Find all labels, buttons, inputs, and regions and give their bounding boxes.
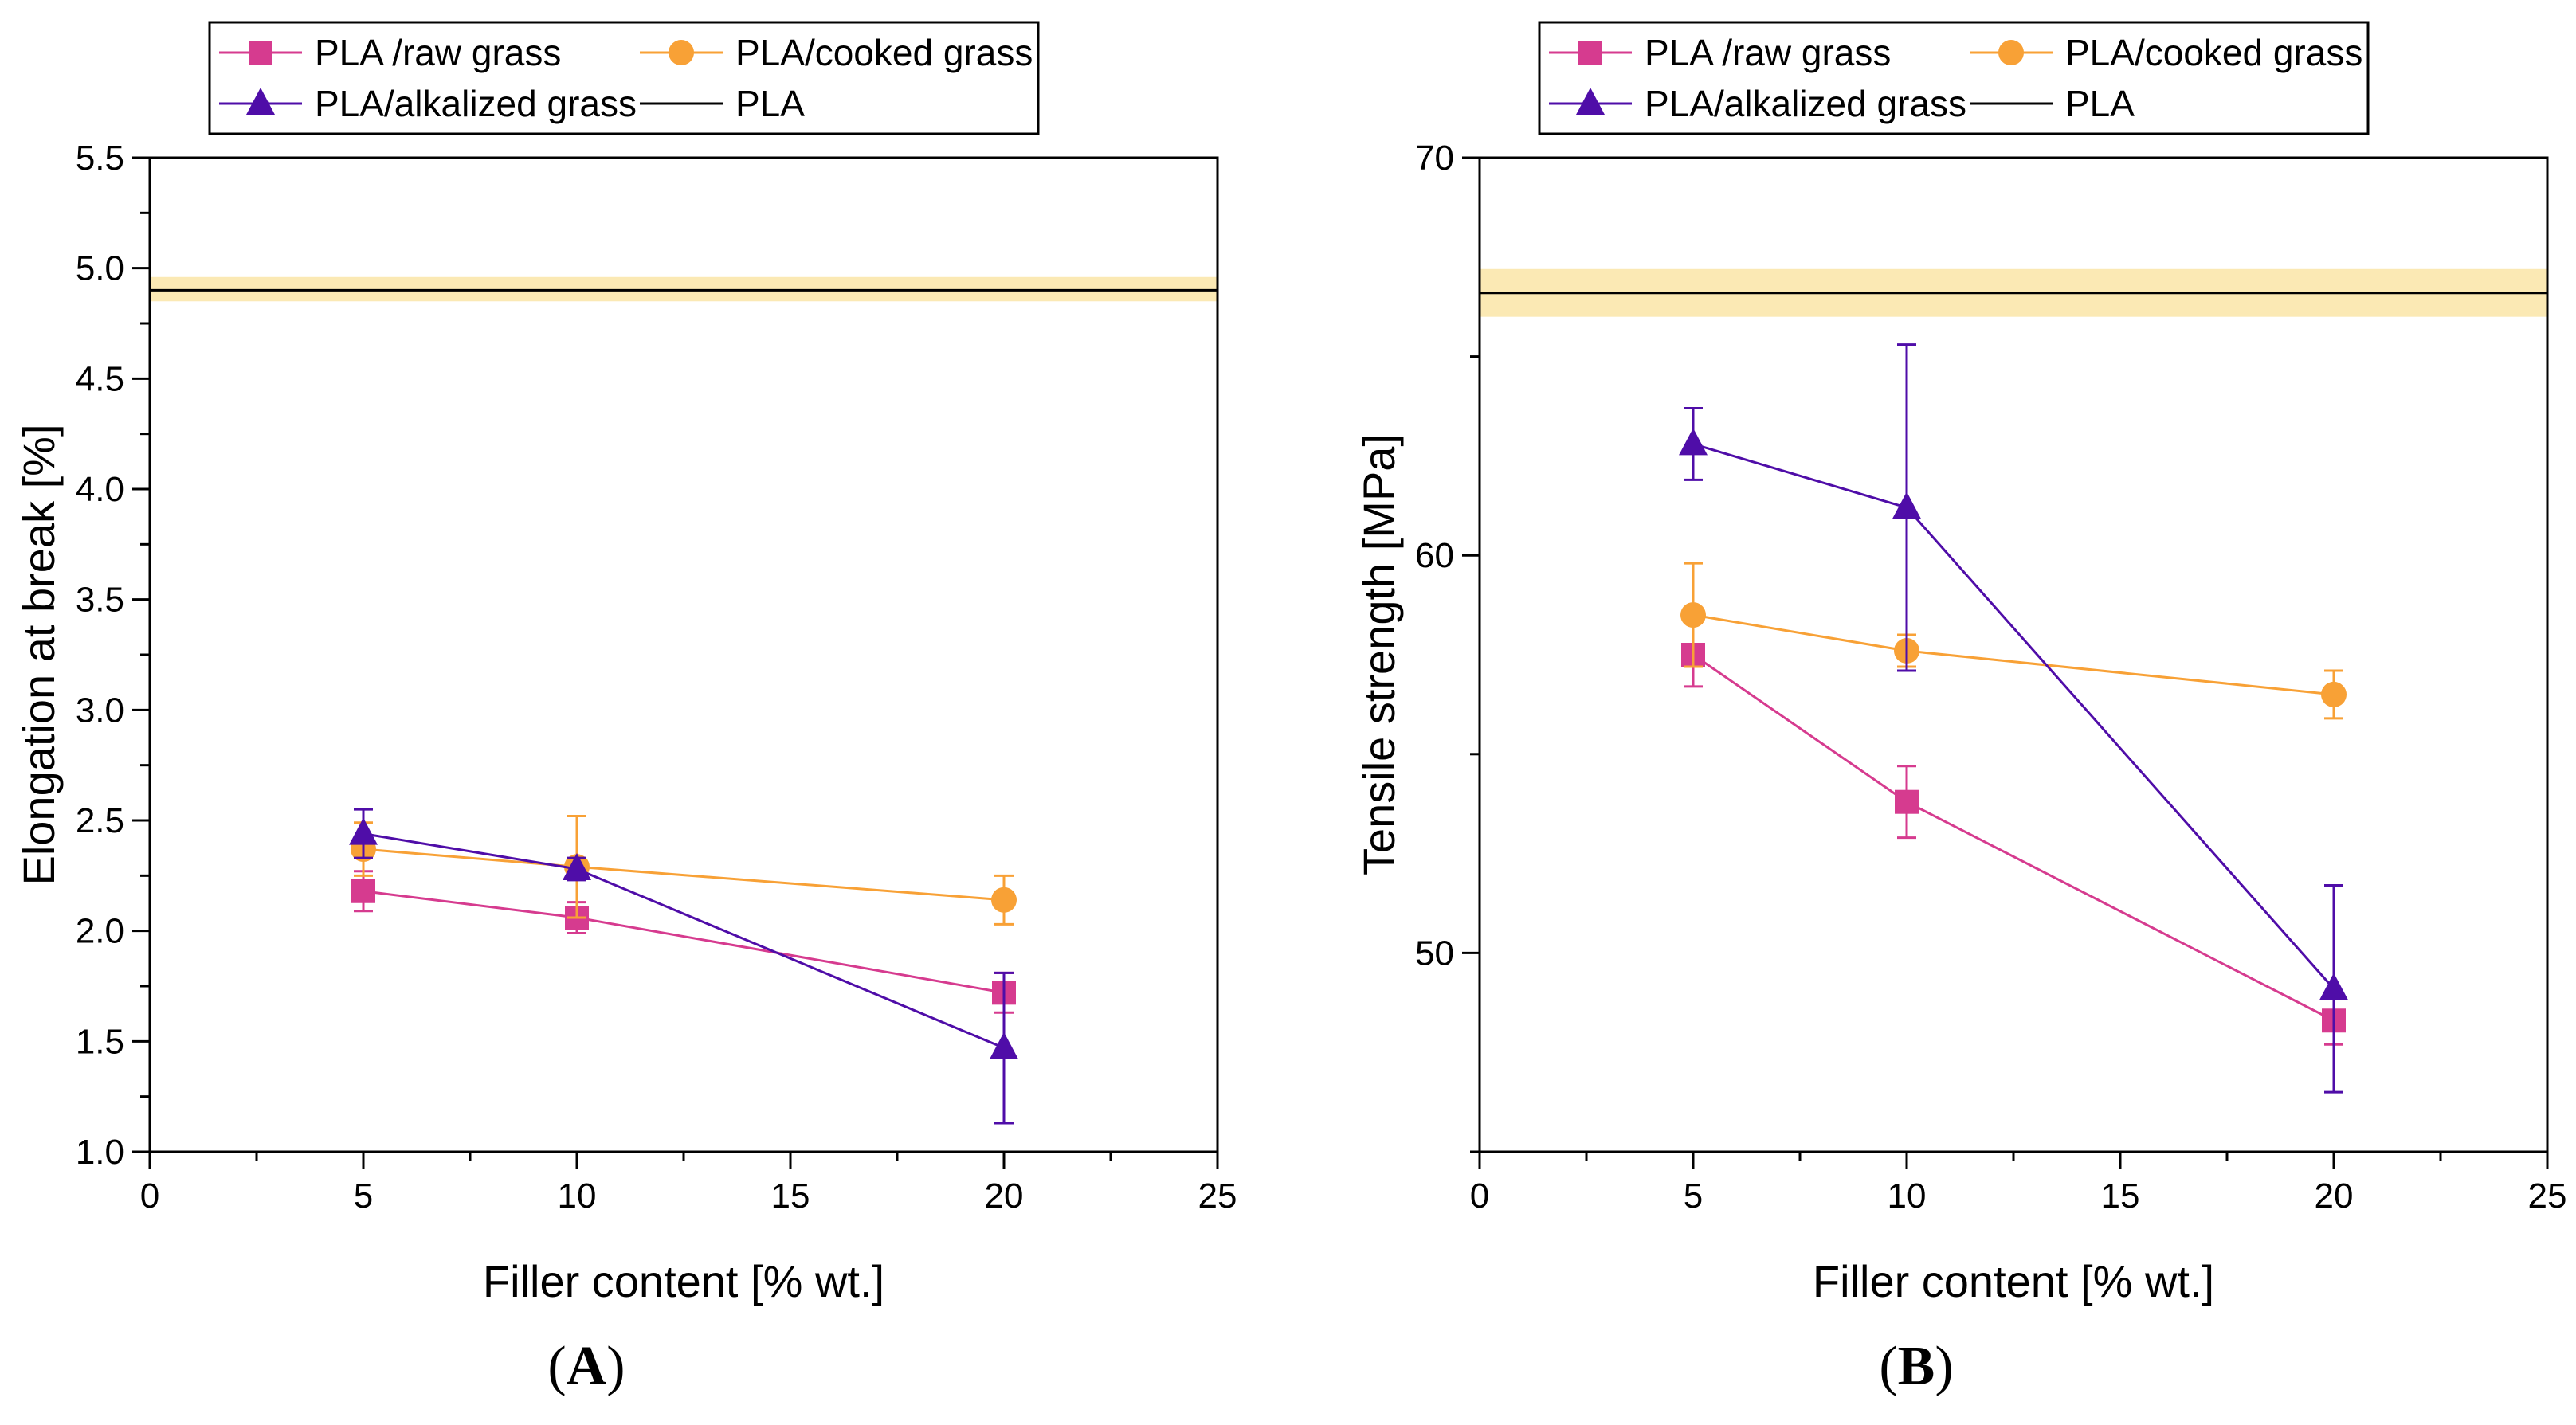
legend-marker — [1576, 88, 1605, 115]
data-point — [2321, 681, 2347, 707]
y-tick-label: 2.0 — [76, 912, 124, 951]
data-point — [563, 853, 591, 881]
legend-label: PLA/alkalized grass — [1645, 83, 1966, 124]
y-tick-label: 4.0 — [76, 470, 124, 509]
panel-label-close: ) — [1935, 1336, 1953, 1397]
series-line — [1692, 442, 2335, 990]
legend-marker — [249, 41, 272, 65]
legend-box — [208, 21, 1040, 135]
x-tick-label: 5 — [354, 1176, 373, 1216]
y-tick-label: 1.0 — [76, 1133, 124, 1172]
legend-label: PLA — [2065, 83, 2135, 124]
chart-panel-a: 0 5 10 15 20 25 1.0 1.5 2.0 2.5 3.0 3.5 4.0 4.5 5.0 5.5… — [14, 21, 1237, 1397]
series-line — [363, 848, 1005, 902]
panel-label: (A) — [547, 1336, 625, 1397]
series-circle — [1680, 562, 2347, 720]
legend-entry: PLA /raw grass — [1549, 32, 1891, 73]
x-axis-title: Filler content [% wt.] — [483, 1256, 884, 1306]
legend-marker — [669, 40, 694, 65]
data-point — [991, 887, 1017, 913]
x-tick-label: 25 — [2528, 1176, 2567, 1216]
panel-label-open: ( — [1879, 1336, 1897, 1397]
legend-entry: PLA/alkalized grass — [1549, 83, 1966, 124]
legend-label: PLA — [735, 83, 805, 124]
x-tick-label: 20 — [985, 1176, 1024, 1216]
x-tick-label: 5 — [1684, 1176, 1703, 1216]
legend-marker — [1578, 41, 1602, 65]
series-line — [363, 832, 1005, 1050]
x-tick-label: 10 — [558, 1176, 597, 1216]
x-tick-label: 15 — [2101, 1176, 2140, 1216]
plot-frame — [148, 156, 1219, 1153]
y-tick-label: 5.0 — [76, 249, 124, 288]
panel-label-letter: A — [567, 1336, 607, 1397]
y-tick-label: 4.5 — [76, 359, 124, 398]
chart-panel-b: 0 5 10 15 20 25 50 60 70 Filler content [% wt.] Te… — [1354, 21, 2567, 1397]
y-tick-label: 2.5 — [76, 801, 124, 840]
legend-label: PLA/alkalized grass — [315, 83, 637, 124]
series-circle — [351, 814, 1017, 926]
legend-entry: PLA/alkalized grass — [219, 83, 637, 124]
legend-entry: PLA/cooked grass — [640, 32, 1033, 73]
x-tick-label: 0 — [1470, 1176, 1489, 1216]
data-point — [351, 879, 375, 903]
legend-marker — [1998, 40, 2024, 65]
series-triangle — [1679, 343, 2348, 1094]
y-tick-label: 5.5 — [76, 139, 124, 178]
legend-entry: PLA/cooked grass — [1970, 32, 2362, 73]
legend: PLA /raw grass PLA/cooked grass PLA/alkali… — [208, 21, 1040, 135]
legend-label: PLA /raw grass — [315, 32, 561, 73]
x-tick-label: 10 — [1888, 1176, 1927, 1216]
legend-label: PLA/cooked grass — [735, 32, 1033, 73]
legend-entry: PLA — [640, 83, 805, 124]
panel-label-letter: B — [1898, 1336, 1935, 1397]
data-point — [349, 817, 378, 845]
legend-entry: PLA /raw grass — [219, 32, 561, 73]
legend: PLA /raw grass PLA/cooked grass PLA/alkali… — [1538, 21, 2370, 135]
legend-label: PLA/cooked grass — [2065, 32, 2362, 73]
data-point — [1892, 491, 1921, 519]
legend-entry: PLA — [1970, 83, 2135, 124]
data-point — [2319, 973, 2348, 1000]
series-triangle — [349, 808, 1018, 1125]
data-point — [1679, 428, 1708, 456]
data-point — [990, 1032, 1018, 1059]
y-axis-title: Tensile strength [MPa] — [1354, 434, 1404, 875]
x-tick-label: 0 — [140, 1176, 159, 1216]
y-tick-label: 3.5 — [76, 581, 124, 620]
x-tick-label: 20 — [2315, 1176, 2354, 1216]
series-line — [1692, 653, 2335, 1022]
legend-label: PLA /raw grass — [1645, 32, 1891, 73]
series-line — [363, 890, 1005, 994]
legend-box — [1538, 21, 2370, 135]
x-tick-label: 25 — [1198, 1176, 1237, 1216]
panel-label-close: ) — [606, 1336, 625, 1397]
data-point — [1680, 602, 1706, 628]
y-tick-label: 50 — [1415, 934, 1454, 973]
y-tick-label: 70 — [1415, 139, 1454, 178]
panel-label: (B) — [1879, 1336, 1953, 1397]
y-tick-label: 60 — [1415, 536, 1454, 575]
y-tick-label: 1.5 — [76, 1022, 124, 1061]
y-axis-title: Elongation at break [%] — [14, 424, 64, 885]
legend-marker — [246, 88, 275, 115]
x-axis-title: Filler content [% wt.] — [1813, 1256, 2214, 1306]
data-point — [1895, 789, 1919, 814]
x-tick-label: 15 — [771, 1176, 810, 1216]
y-tick-label: 3.0 — [76, 691, 124, 730]
panel-label-open: ( — [547, 1336, 566, 1397]
